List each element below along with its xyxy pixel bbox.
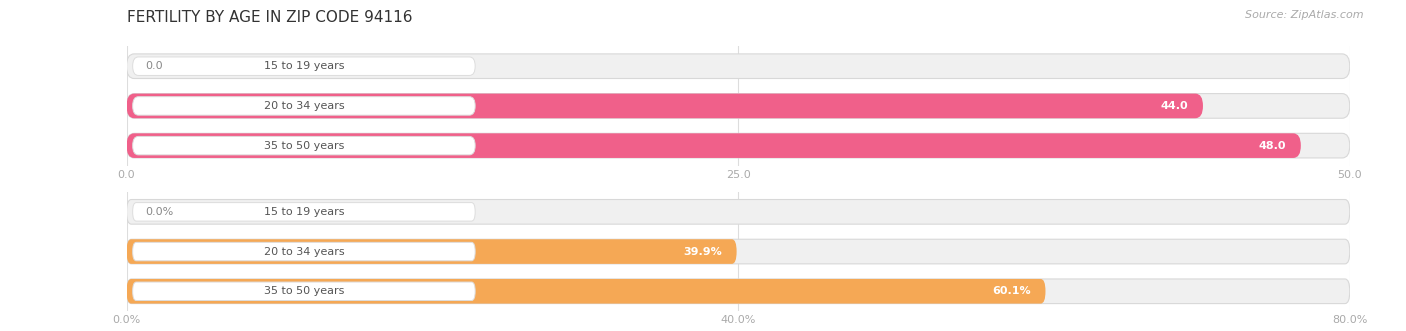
FancyBboxPatch shape: [127, 133, 1350, 158]
Text: 15 to 19 years: 15 to 19 years: [264, 61, 344, 71]
Text: 0.0: 0.0: [145, 61, 163, 71]
Text: 35 to 50 years: 35 to 50 years: [264, 286, 344, 296]
FancyBboxPatch shape: [127, 54, 1350, 78]
FancyBboxPatch shape: [132, 97, 475, 115]
FancyBboxPatch shape: [127, 133, 1301, 158]
Text: 20 to 34 years: 20 to 34 years: [263, 247, 344, 257]
Text: 15 to 19 years: 15 to 19 years: [264, 207, 344, 217]
FancyBboxPatch shape: [127, 239, 737, 264]
FancyBboxPatch shape: [127, 94, 1204, 118]
Text: Source: ZipAtlas.com: Source: ZipAtlas.com: [1246, 10, 1364, 20]
FancyBboxPatch shape: [132, 136, 475, 155]
Text: 44.0: 44.0: [1161, 101, 1188, 111]
Text: 20 to 34 years: 20 to 34 years: [263, 101, 344, 111]
FancyBboxPatch shape: [127, 239, 1350, 264]
FancyBboxPatch shape: [132, 203, 475, 221]
Text: 48.0: 48.0: [1258, 141, 1286, 151]
FancyBboxPatch shape: [132, 282, 475, 301]
Text: 0.0%: 0.0%: [145, 207, 173, 217]
Text: 39.9%: 39.9%: [683, 247, 721, 257]
Text: 35 to 50 years: 35 to 50 years: [264, 141, 344, 151]
FancyBboxPatch shape: [132, 242, 475, 261]
FancyBboxPatch shape: [127, 279, 1350, 304]
FancyBboxPatch shape: [127, 200, 1350, 224]
FancyBboxPatch shape: [127, 94, 1350, 118]
Text: 60.1%: 60.1%: [993, 286, 1031, 296]
Text: FERTILITY BY AGE IN ZIP CODE 94116: FERTILITY BY AGE IN ZIP CODE 94116: [127, 10, 412, 25]
FancyBboxPatch shape: [132, 57, 475, 75]
FancyBboxPatch shape: [127, 279, 1046, 304]
